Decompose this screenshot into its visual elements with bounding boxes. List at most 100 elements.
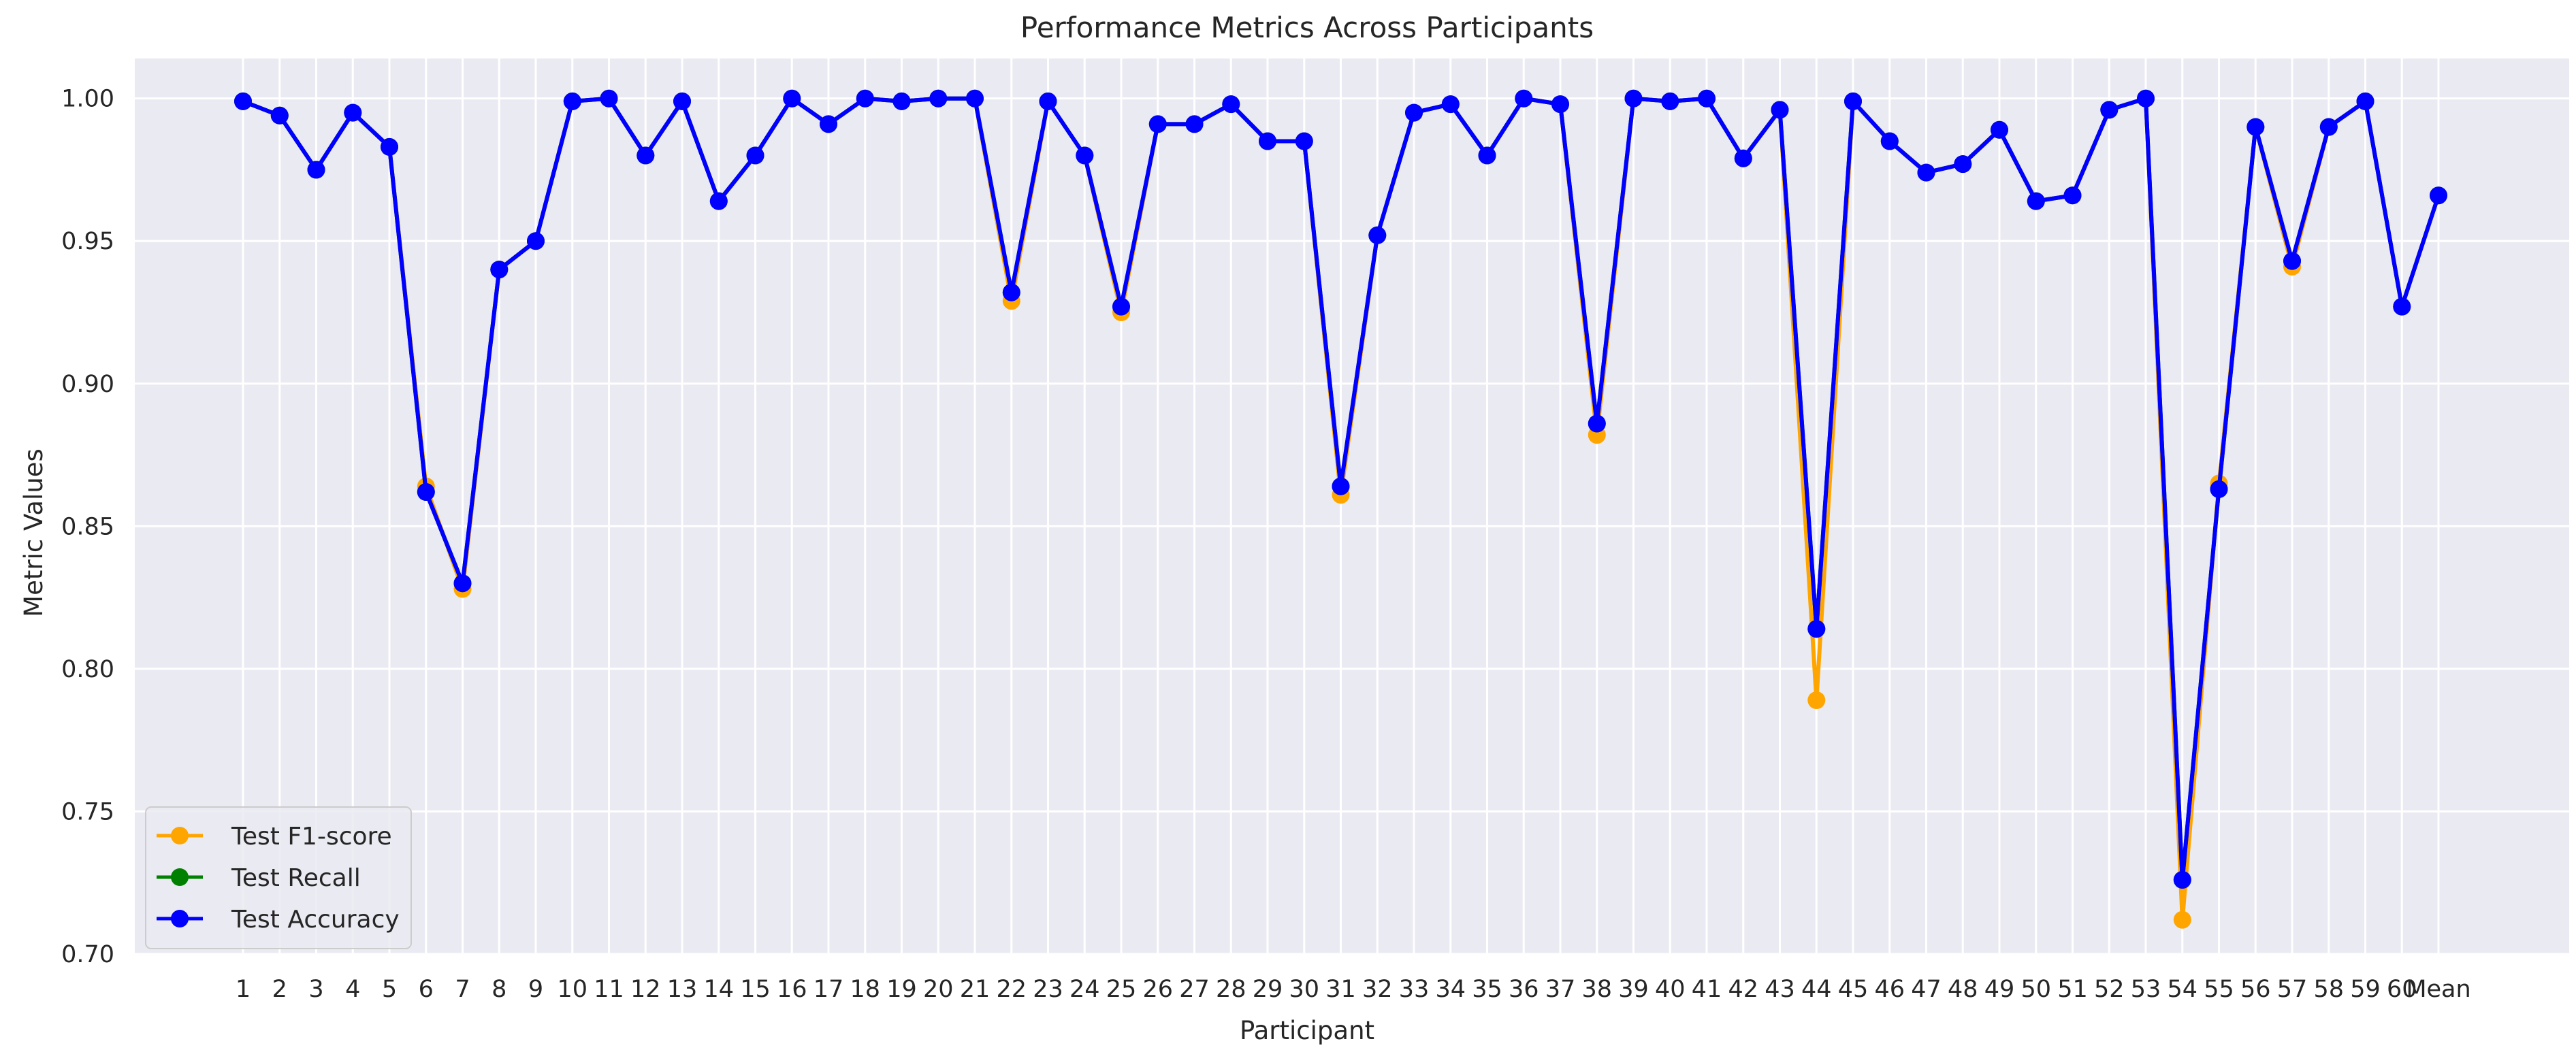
y-axis-label: Metric Values — [19, 448, 48, 617]
y-tick-label: 0.90 — [61, 371, 114, 398]
x-tick-label: 57 — [2277, 976, 2308, 1003]
legend-swatch-recall-marker — [171, 868, 189, 886]
data-point-accuracy — [746, 146, 764, 165]
y-tick-label: 0.95 — [61, 228, 114, 255]
data-point-accuracy — [2173, 871, 2191, 889]
data-point-accuracy — [1002, 283, 1020, 301]
x-tick-label: 34 — [1435, 976, 1466, 1003]
data-point-accuracy — [270, 106, 289, 125]
x-tick-label: 3 — [308, 976, 323, 1003]
data-point-accuracy — [820, 115, 837, 133]
data-point-accuracy — [453, 574, 472, 593]
x-tick-label: 16 — [777, 976, 807, 1003]
x-tick-label: 13 — [667, 976, 698, 1003]
data-point-accuracy — [1551, 95, 1569, 114]
x-tick-label: 44 — [1801, 976, 1832, 1003]
y-tick-labels: 0.70 0.75 0.80 0.85 0.90 0.95 1.00 — [61, 86, 114, 968]
x-tick-label: 27 — [1179, 976, 1210, 1003]
x-tick-label: 38 — [1581, 976, 1612, 1003]
data-point-accuracy — [1698, 89, 1716, 108]
data-point-accuracy — [1076, 146, 1094, 165]
x-tick-label: 15 — [740, 976, 771, 1003]
data-point-accuracy — [1734, 149, 1752, 167]
data-point-accuracy — [929, 89, 948, 108]
x-tick-label: 25 — [1106, 976, 1137, 1003]
data-point-accuracy — [1039, 92, 1057, 110]
legend-item-recall: Test Recall — [157, 864, 361, 892]
legend-item-f1: Test F1-score — [157, 823, 392, 851]
data-point-accuracy — [1332, 477, 1350, 495]
data-point-accuracy — [1295, 132, 1313, 150]
data-point-accuracy — [1771, 101, 1789, 119]
data-point-accuracy — [1222, 95, 1240, 114]
legend-box — [145, 806, 412, 949]
data-point-accuracy — [1148, 115, 1167, 133]
x-tick-label: 23 — [1033, 976, 1063, 1003]
legend: Test F1-score Test Recall Test Accuracy — [145, 806, 412, 949]
data-point-accuracy — [307, 161, 325, 179]
data-point-accuracy — [1954, 155, 1972, 174]
data-point-accuracy — [1917, 163, 1935, 182]
data-point-accuracy — [1185, 115, 1204, 133]
legend-item-accuracy: Test Accuracy — [157, 906, 400, 934]
x-tick-label: 9 — [528, 976, 543, 1003]
x-tick-label: 1 — [236, 976, 251, 1003]
y-tick-label: 0.85 — [61, 513, 114, 540]
data-point-accuracy — [344, 103, 362, 122]
data-point-accuracy — [600, 89, 618, 108]
x-tick-label: 59 — [2350, 976, 2381, 1003]
data-point-accuracy — [234, 92, 252, 110]
data-point-accuracy — [1991, 120, 2008, 139]
x-tick-label: 58 — [2313, 976, 2344, 1003]
x-tick-label: 22 — [996, 976, 1027, 1003]
x-tick-label: 47 — [1911, 976, 1942, 1003]
data-point-accuracy — [1259, 132, 1276, 150]
legend-swatch-accuracy-marker — [171, 910, 189, 927]
x-tick-label: 20 — [923, 976, 954, 1003]
x-tick-label: 36 — [1509, 976, 1539, 1003]
data-point-accuracy — [1880, 132, 1899, 150]
x-tick-label: 56 — [2240, 976, 2271, 1003]
data-point-accuracy — [527, 232, 545, 250]
grid-layer — [135, 59, 2569, 955]
y-tick-label: 0.70 — [61, 941, 114, 968]
x-tick-label: 37 — [1545, 976, 1576, 1003]
data-point-accuracy — [783, 89, 801, 108]
x-tick-label: 52 — [2094, 976, 2125, 1003]
x-tick-label: 11 — [594, 976, 624, 1003]
x-tick-label: 4 — [345, 976, 360, 1003]
x-tick-label: 39 — [1618, 976, 1649, 1003]
x-tick-label: 12 — [630, 976, 661, 1003]
x-tick-label: 17 — [814, 976, 844, 1003]
data-point-accuracy — [2027, 192, 2045, 210]
x-tick-labels: 1 2 3 4 5 6 7 8 9 10 11 12 13 14 15 16 17 18 19 20 21 22 23 24 2… — [236, 976, 2471, 1003]
chart-title: Performance Metrics Across Participants — [1020, 11, 1594, 44]
x-tick-label: 2 — [272, 976, 287, 1003]
x-tick-label: 30 — [1289, 976, 1319, 1003]
x-tick-label: 26 — [1142, 976, 1173, 1003]
x-tick-label: 48 — [1948, 976, 1978, 1003]
data-point-accuracy — [1844, 92, 1862, 110]
x-tick-label: 46 — [1874, 976, 1905, 1003]
x-tick-label: 32 — [1362, 976, 1393, 1003]
x-tick-label: 28 — [1216, 976, 1246, 1003]
x-tick-label: 40 — [1655, 976, 1686, 1003]
x-tick-label: 31 — [1325, 976, 1356, 1003]
x-tick-label: 7 — [455, 976, 470, 1003]
legend-label-recall: Test Recall — [231, 864, 361, 892]
x-tick-label: 60 — [2387, 976, 2417, 1003]
y-tick-label: 0.80 — [61, 656, 114, 683]
x-tick-label: 45 — [1838, 976, 1869, 1003]
data-point-accuracy — [381, 137, 398, 156]
data-point-accuracy — [966, 89, 984, 108]
data-point-f1 — [2173, 910, 2191, 929]
series-accuracy — [234, 89, 2447, 889]
data-point-accuracy — [709, 192, 728, 210]
x-tick-label: 14 — [703, 976, 734, 1003]
data-point-accuracy — [2063, 186, 2082, 205]
x-tick-label: 53 — [2131, 976, 2161, 1003]
x-tick-label: 35 — [1472, 976, 1502, 1003]
x-tick-label: 49 — [1984, 976, 2015, 1003]
x-tick-label: 51 — [2057, 976, 2088, 1003]
x-tick-label: 21 — [960, 976, 991, 1003]
